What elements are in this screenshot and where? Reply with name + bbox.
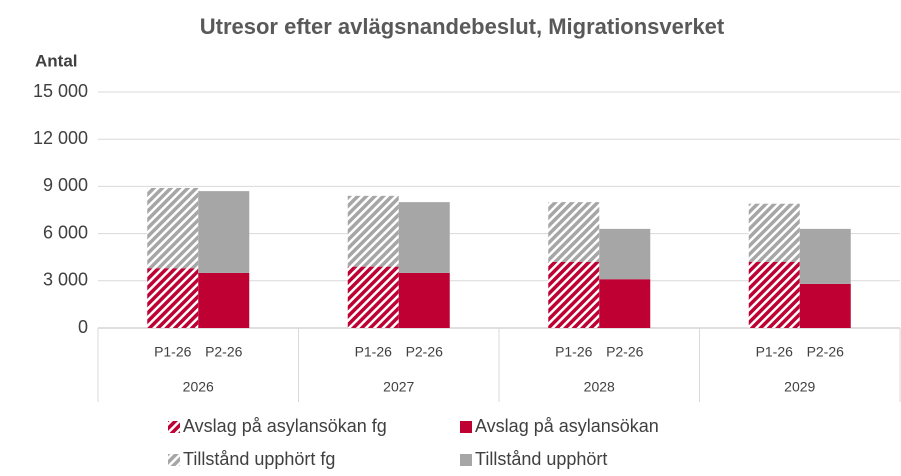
bar-segment xyxy=(748,203,800,262)
y-tick-label: 0 xyxy=(78,317,88,337)
bar-segment xyxy=(347,195,399,267)
group-label: 2026 xyxy=(183,379,214,395)
x-tick-label: P1-26 xyxy=(154,344,192,360)
y-axis-label: Antal xyxy=(35,51,78,70)
legend-swatch xyxy=(460,421,472,433)
bar-segment xyxy=(599,228,651,280)
bar-segment xyxy=(347,266,399,328)
group-label: 2027 xyxy=(383,379,414,395)
x-tick-label: P2-26 xyxy=(406,344,444,360)
bar-segment xyxy=(748,261,800,328)
legend-swatch xyxy=(460,454,472,466)
bar-segment xyxy=(198,272,250,328)
bar-segment xyxy=(548,261,600,328)
group-label: 2028 xyxy=(584,379,615,395)
x-tick-label: P1-26 xyxy=(355,344,393,360)
x-tick-label: P2-26 xyxy=(205,344,243,360)
bar-segment xyxy=(398,272,450,328)
bar-segment xyxy=(398,202,450,273)
x-tick-label: P2-26 xyxy=(606,344,644,360)
legend-swatch xyxy=(168,421,180,433)
y-tick-label: 12 000 xyxy=(33,128,88,148)
bar-segment xyxy=(599,279,651,328)
x-tick-label: P1-26 xyxy=(555,344,593,360)
bar-segment xyxy=(548,202,600,262)
bar-segment xyxy=(198,191,250,273)
legend-label: Avslag på asylansökan xyxy=(475,416,659,436)
bar-segment xyxy=(147,268,199,328)
x-tick-label: P1-26 xyxy=(756,344,794,360)
bar-segment xyxy=(799,283,851,328)
y-tick-label: 15 000 xyxy=(33,81,88,101)
legend-label: Tillstånd upphört fg xyxy=(183,449,335,469)
x-tick-label: P2-26 xyxy=(807,344,845,360)
y-tick-label: 3 000 xyxy=(43,270,88,290)
legend-swatch xyxy=(168,454,180,466)
legend-label: Avslag på asylansökan fg xyxy=(183,416,387,436)
y-tick-label: 6 000 xyxy=(43,222,88,242)
group-label: 2029 xyxy=(784,379,815,395)
bar-segment xyxy=(147,187,199,269)
y-tick-label: 9 000 xyxy=(43,175,88,195)
legend-label: Tillstånd upphört xyxy=(475,449,607,469)
chart-title: Utresor efter avlägsnandebeslut, Migrati… xyxy=(200,14,725,39)
bar-segment xyxy=(799,228,851,284)
